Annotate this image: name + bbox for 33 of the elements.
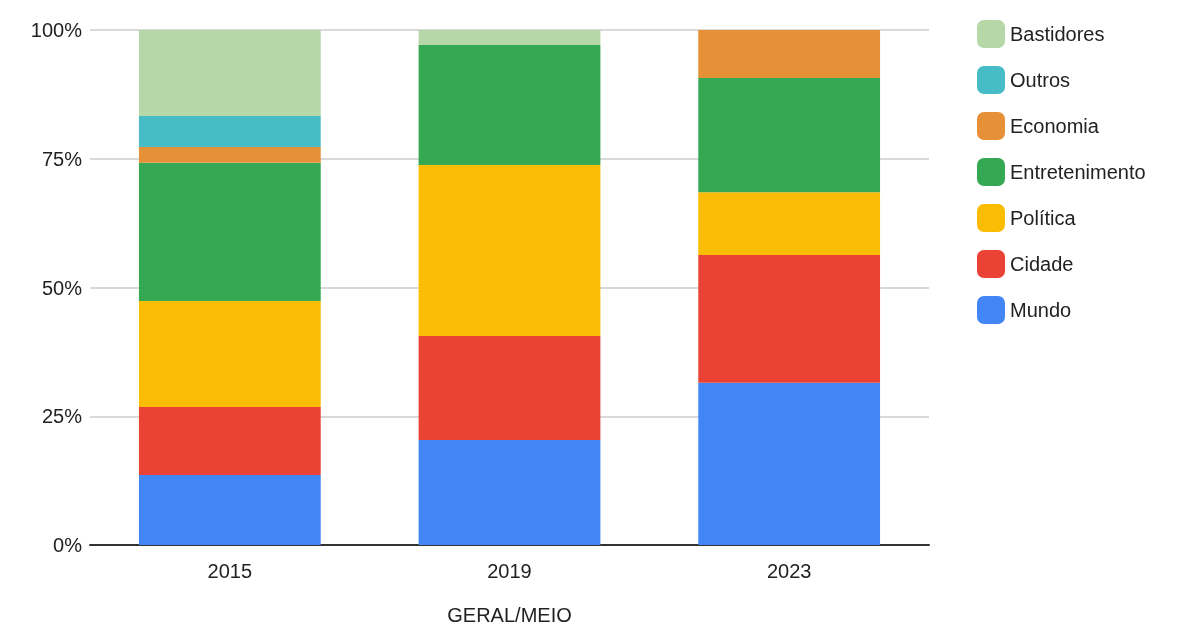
legend-label: Mundo — [1010, 299, 1072, 321]
legend-label: Entretenimento — [1010, 161, 1146, 183]
y-tick-label: 50% — [41, 276, 83, 299]
bar — [418, 335, 601, 440]
bar — [138, 406, 321, 475]
x-tick-label: 2015 — [207, 560, 253, 582]
bar — [418, 439, 601, 545]
bar — [418, 164, 601, 336]
bar — [698, 382, 881, 545]
bar — [698, 255, 881, 383]
bar — [418, 30, 601, 45]
y-tick-label: 75% — [41, 147, 83, 170]
bar — [138, 116, 321, 147]
legend-label: Política — [1010, 207, 1077, 229]
y-tick-label: 25% — [41, 405, 83, 428]
x-tick-label: 2019 — [487, 560, 532, 582]
bar — [138, 162, 321, 301]
legend-label: Economia — [1010, 115, 1100, 137]
bar — [138, 30, 321, 117]
y-tick-label: 100% — [30, 19, 83, 41]
x-axis-title: GERAL/MEIO — [447, 604, 572, 626]
legend-label: Cidade — [1010, 253, 1074, 275]
legend-label: Outros — [1010, 69, 1071, 91]
bar — [698, 30, 881, 78]
y-tick-label: 0% — [53, 534, 83, 556]
bar — [418, 44, 601, 165]
bar — [138, 146, 321, 163]
bar — [698, 77, 881, 193]
bar — [138, 300, 321, 407]
bar — [698, 192, 881, 256]
legend-label: Bastidores — [1010, 23, 1105, 45]
x-tick-label: 2023 — [766, 560, 812, 582]
bar — [138, 474, 321, 545]
